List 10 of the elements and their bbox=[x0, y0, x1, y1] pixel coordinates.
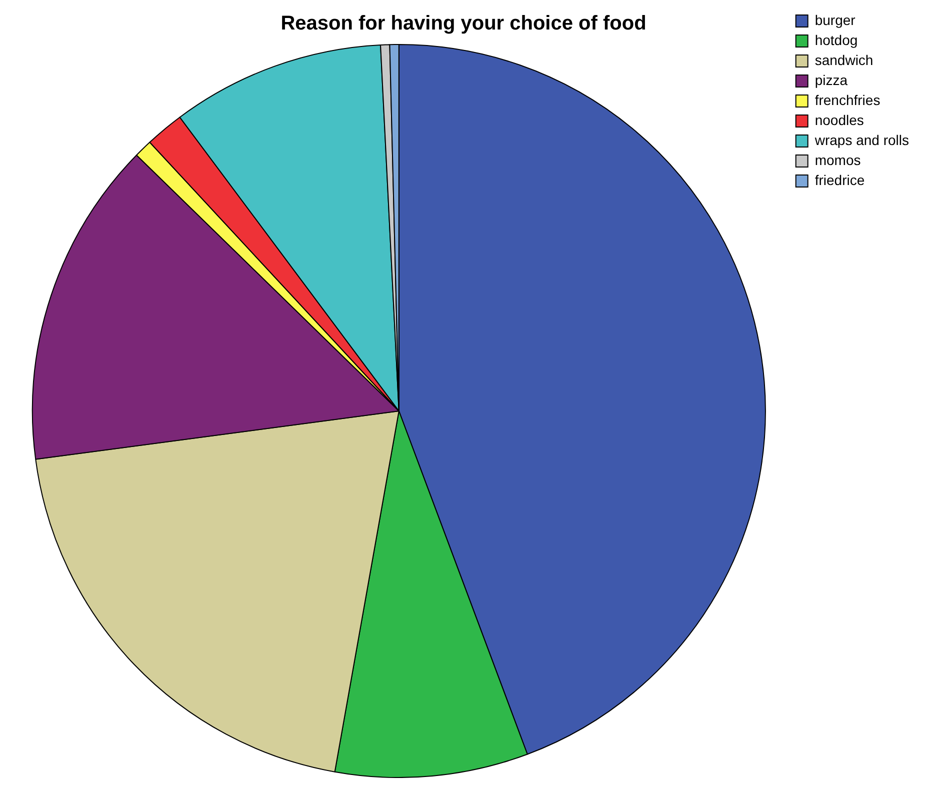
legend-label: pizza bbox=[814, 72, 848, 88]
legend-label: frenchfries bbox=[814, 92, 880, 108]
chart-title: Reason for having your choice of food bbox=[280, 12, 646, 35]
legend-label: friedrice bbox=[814, 172, 865, 188]
legend-label: wraps and rolls bbox=[814, 132, 910, 148]
legend-label: noodles bbox=[814, 112, 864, 128]
legend-label: sandwich bbox=[814, 52, 874, 68]
legend-label: hotdog bbox=[814, 32, 858, 48]
legend-label: burger bbox=[814, 12, 856, 28]
legend-label: momos bbox=[814, 152, 861, 168]
